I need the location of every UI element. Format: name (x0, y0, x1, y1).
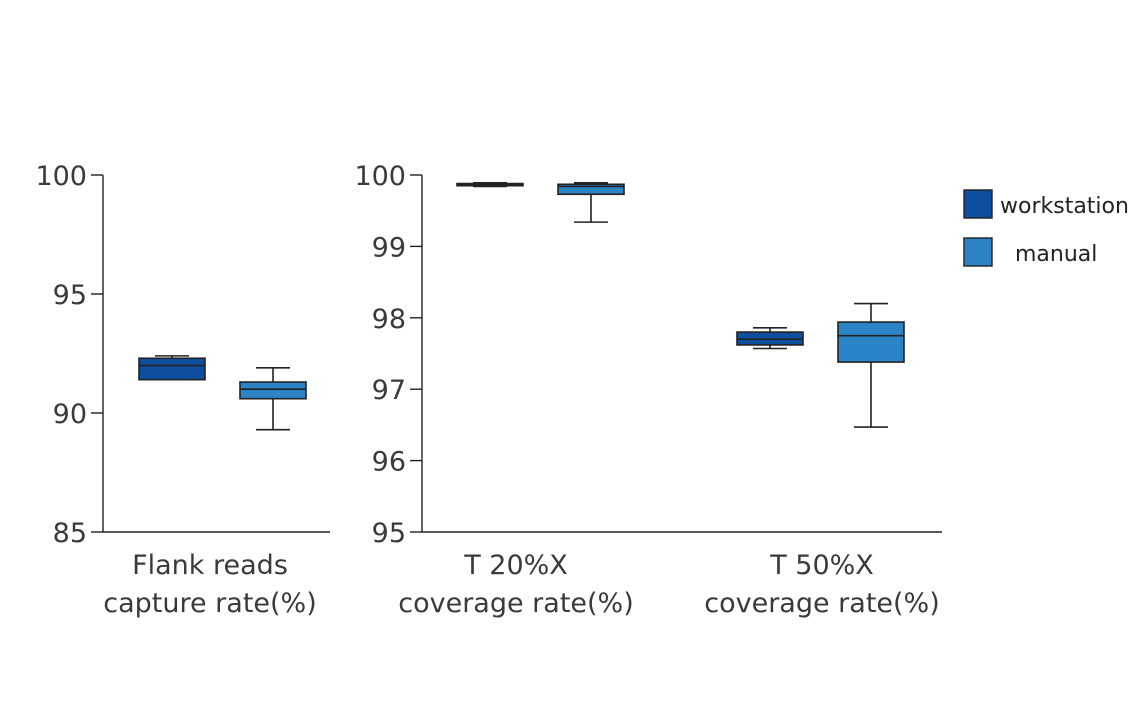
legend-label-manual: manual (1015, 242, 1097, 267)
legend-label-workstation: workstation (1000, 194, 1129, 219)
x-category-label: T 50%X coverage rate(%) (704, 550, 940, 619)
x-category-label-line: capture rate(%) (103, 588, 317, 619)
y-tick-label: 99 (372, 232, 406, 263)
box-body (837, 321, 905, 363)
box-manual (557, 182, 625, 223)
y-tick-label: 98 (372, 304, 406, 335)
y-tick-label: 85 (53, 518, 87, 549)
x-category-label: T 20%X coverage rate(%) (398, 550, 634, 619)
y-tick-label: 97 (372, 375, 406, 406)
y-tick-label: 100 (35, 161, 87, 192)
y-tick-label: 95 (372, 518, 406, 549)
y-tick-label: 96 (372, 447, 406, 478)
legend-swatch-manual (963, 237, 993, 267)
y-tick-label: 95 (53, 280, 87, 311)
y-tick-label: 100 (354, 161, 406, 192)
x-category-label: Flank reads capture rate(%) (103, 550, 317, 619)
box-manual (837, 302, 905, 428)
box-workstation (138, 355, 206, 381)
x-category-label-line: T 50%X (769, 550, 874, 581)
box-body (239, 381, 307, 400)
box-manual (239, 366, 307, 431)
left-panel: 85 90 95 100 Flank reads capture rate(%) (35, 161, 330, 619)
legend: workstation manual (963, 189, 1129, 267)
box-body (557, 183, 625, 196)
box-body (138, 357, 206, 381)
legend-swatch-workstation (963, 189, 993, 219)
x-category-label-line: T 20%X (463, 550, 568, 581)
box-workstation (736, 326, 804, 350)
box-workstation (456, 182, 524, 188)
y-tick-label: 90 (53, 399, 87, 430)
x-category-label-line: Flank reads (132, 550, 288, 581)
x-category-label-line: coverage rate(%) (704, 588, 940, 619)
x-category-label-line: coverage rate(%) (398, 588, 634, 619)
